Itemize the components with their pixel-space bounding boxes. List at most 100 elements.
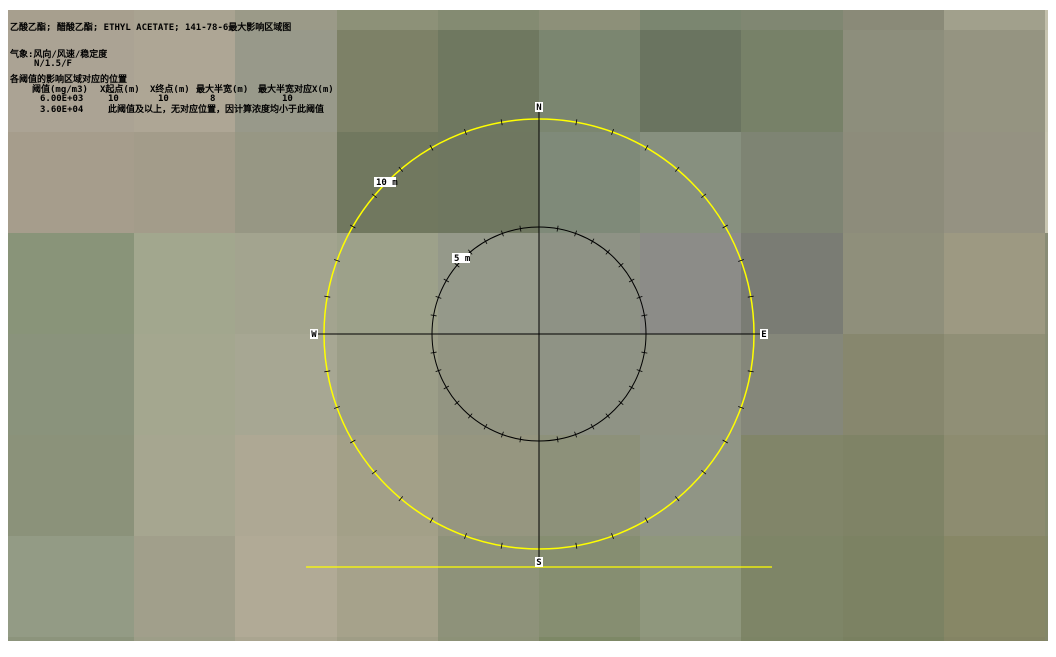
weather-value: N/1.5/F	[34, 59, 72, 69]
tile	[1045, 334, 1048, 435]
tile	[235, 637, 337, 641]
tile	[539, 233, 640, 334]
tile	[1045, 536, 1048, 637]
tile	[8, 334, 134, 435]
tile	[438, 334, 539, 435]
tile	[438, 637, 539, 641]
table-cell: 3.60E+04	[40, 105, 84, 115]
tile	[843, 637, 944, 641]
tile	[843, 10, 944, 30]
tile	[438, 132, 539, 233]
tile	[944, 334, 1045, 435]
tile	[235, 132, 337, 233]
tile	[337, 536, 438, 637]
table-cell: 10	[108, 94, 119, 104]
tile	[843, 132, 944, 233]
tile	[640, 536, 741, 637]
tile	[539, 334, 640, 435]
tile	[539, 132, 640, 233]
map-title: 乙酸乙酯; 醋酸乙酯; ETHYL ACETATE; 141-78-6最大影响区…	[10, 21, 291, 33]
tile	[134, 233, 235, 334]
tile	[134, 637, 235, 641]
table-cell: 8	[210, 94, 215, 104]
influence-map: 乙酸乙酯; 醋酸乙酯; ETHYL ACETATE; 141-78-6最大影响区…	[0, 0, 1056, 653]
tile	[944, 132, 1045, 233]
tile	[337, 334, 438, 435]
tile	[438, 10, 539, 30]
tile	[843, 435, 944, 536]
tile	[337, 10, 438, 30]
table-cell: 此阈值及以上，无对应位置，因计算浓度均小于此阈值	[108, 103, 324, 115]
tile	[8, 132, 134, 233]
tile	[337, 637, 438, 641]
tile	[741, 536, 843, 637]
tile	[438, 30, 539, 132]
tile	[134, 334, 235, 435]
tile	[8, 536, 134, 637]
tile	[8, 233, 134, 334]
tile	[944, 10, 1045, 30]
tile	[438, 435, 539, 536]
tile	[944, 233, 1045, 334]
tile	[539, 10, 640, 30]
table-header: 最大半宽(m)	[196, 83, 248, 95]
tile	[134, 536, 235, 637]
tile	[235, 233, 337, 334]
table-header: 最大半宽对应X(m)	[258, 83, 334, 95]
table-header: X终点(m)	[150, 83, 190, 95]
tile	[539, 637, 640, 641]
tile	[741, 10, 843, 30]
tile	[134, 435, 235, 536]
table-cell: 10	[282, 94, 293, 104]
compass-south: S	[536, 558, 541, 568]
ring-label: 10 m	[376, 178, 398, 188]
tile	[8, 435, 134, 536]
tile	[741, 30, 843, 132]
table-cell: 6.00E+03	[40, 94, 83, 104]
tile	[843, 536, 944, 637]
tile	[235, 334, 337, 435]
compass-east: E	[761, 330, 766, 340]
tile	[539, 536, 640, 637]
tile	[640, 637, 741, 641]
ring-label: 5 m	[454, 254, 471, 264]
tile	[1045, 233, 1048, 334]
tile	[741, 132, 843, 233]
compass-north: N	[536, 103, 541, 113]
tile	[134, 30, 235, 132]
tile	[741, 233, 843, 334]
tile	[1045, 30, 1048, 132]
tile	[843, 30, 944, 132]
tile	[741, 334, 843, 435]
tile	[843, 233, 944, 334]
tile	[235, 435, 337, 536]
table-header: X起点(m)	[100, 83, 140, 95]
tile	[944, 637, 1045, 641]
tile	[944, 30, 1045, 132]
table-cell: 10	[158, 94, 169, 104]
tile	[8, 637, 134, 641]
tile	[337, 233, 438, 334]
tile	[741, 435, 843, 536]
tile	[741, 637, 843, 641]
tile	[134, 132, 235, 233]
tile	[640, 10, 741, 30]
tile	[539, 435, 640, 536]
tile	[1045, 435, 1048, 536]
tile	[640, 233, 741, 334]
table-caption: 各阈值的影响区域对应的位置	[9, 73, 127, 85]
tile	[640, 30, 741, 132]
tile	[944, 435, 1045, 536]
tile	[640, 334, 741, 435]
tile	[843, 334, 944, 435]
tile	[235, 30, 337, 132]
tile	[1045, 10, 1048, 30]
tile	[438, 536, 539, 637]
tile	[539, 30, 640, 132]
tile	[337, 30, 438, 132]
tile	[235, 536, 337, 637]
tile	[1045, 637, 1048, 641]
tile	[944, 536, 1045, 637]
tile	[438, 233, 539, 334]
compass-west: W	[311, 330, 317, 340]
